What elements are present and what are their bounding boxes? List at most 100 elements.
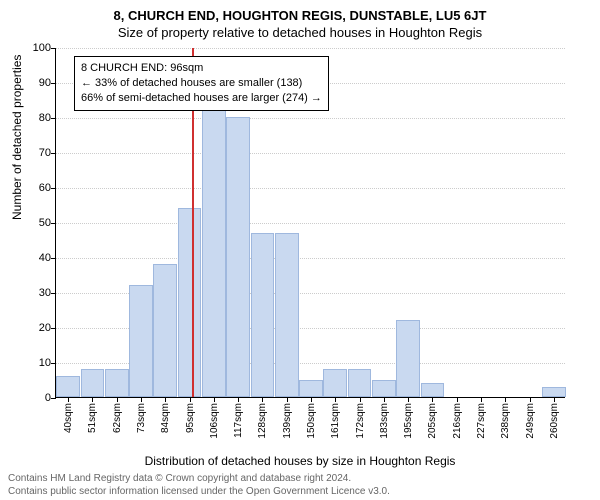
- footer-line: Contains public sector information licen…: [8, 486, 390, 499]
- bar: [178, 208, 202, 397]
- ytick-label: 90: [39, 77, 51, 89]
- xtick-label: 249sqm: [525, 403, 536, 439]
- gridline: [56, 48, 565, 49]
- gridline: [56, 188, 565, 189]
- bar: [251, 233, 275, 398]
- xtick-label: 139sqm: [282, 403, 293, 439]
- bar: [226, 117, 250, 397]
- gridline: [56, 258, 565, 259]
- xtick-mark: [432, 397, 433, 402]
- xtick-mark: [190, 397, 191, 402]
- xtick-label: 95sqm: [185, 403, 196, 433]
- ytick-mark: [51, 258, 56, 259]
- xtick-mark: [530, 397, 531, 402]
- ytick-mark: [51, 153, 56, 154]
- xtick-label: 227sqm: [476, 403, 487, 439]
- xtick-mark: [408, 397, 409, 402]
- xtick-label: 106sqm: [209, 403, 220, 439]
- xtick-label: 205sqm: [427, 403, 438, 439]
- xtick-mark: [505, 397, 506, 402]
- xtick-mark: [311, 397, 312, 402]
- gridline: [56, 223, 565, 224]
- xtick-label: 183sqm: [379, 403, 390, 439]
- page-subtitle: Size of property relative to detached ho…: [0, 23, 600, 40]
- plot-area: 010203040506070809010040sqm51sqm62sqm73s…: [55, 48, 565, 398]
- ytick-mark: [51, 118, 56, 119]
- ytick-label: 0: [45, 392, 51, 404]
- bar: [105, 369, 129, 397]
- page-title: 8, CHURCH END, HOUGHTON REGIS, DUNSTABLE…: [0, 0, 600, 23]
- ytick-mark: [51, 223, 56, 224]
- bar: [348, 369, 372, 397]
- xtick-mark: [214, 397, 215, 402]
- annotation-line: 66% of semi-detached houses are larger (…: [81, 91, 322, 106]
- ytick-label: 20: [39, 322, 51, 334]
- gridline: [56, 118, 565, 119]
- xtick-label: 195sqm: [403, 403, 414, 439]
- xtick-mark: [554, 397, 555, 402]
- xtick-label: 51sqm: [87, 403, 98, 433]
- ytick-mark: [51, 48, 56, 49]
- bar: [323, 369, 347, 397]
- bar: [56, 376, 80, 397]
- xtick-label: 216sqm: [452, 403, 463, 439]
- xtick-mark: [360, 397, 361, 402]
- xtick-label: 161sqm: [330, 403, 341, 439]
- bar: [202, 110, 226, 397]
- xtick-mark: [457, 397, 458, 402]
- ytick-label: 100: [33, 42, 51, 54]
- footer-attribution: Contains HM Land Registry data © Crown c…: [8, 473, 390, 498]
- gridline: [56, 153, 565, 154]
- footer-line: Contains HM Land Registry data © Crown c…: [8, 473, 390, 486]
- xtick-label: 150sqm: [306, 403, 317, 439]
- ytick-mark: [51, 188, 56, 189]
- ytick-mark: [51, 293, 56, 294]
- bar: [372, 380, 396, 398]
- annotation-box: 8 CHURCH END: 96sqm← 33% of detached hou…: [74, 56, 329, 111]
- ytick-mark: [51, 363, 56, 364]
- chart: 010203040506070809010040sqm51sqm62sqm73s…: [55, 48, 565, 398]
- ytick-label: 80: [39, 112, 51, 124]
- xtick-mark: [481, 397, 482, 402]
- ytick-label: 40: [39, 252, 51, 264]
- xtick-label: 128sqm: [257, 403, 268, 439]
- ytick-label: 50: [39, 217, 51, 229]
- ytick-mark: [51, 398, 56, 399]
- xtick-label: 73sqm: [136, 403, 147, 433]
- annotation-line: 8 CHURCH END: 96sqm: [81, 61, 322, 76]
- ytick-label: 70: [39, 147, 51, 159]
- xtick-mark: [117, 397, 118, 402]
- xtick-label: 62sqm: [112, 403, 123, 433]
- ytick-label: 10: [39, 357, 51, 369]
- xtick-mark: [68, 397, 69, 402]
- xtick-label: 172sqm: [355, 403, 366, 439]
- x-axis-label: Distribution of detached houses by size …: [0, 454, 600, 468]
- ytick-label: 30: [39, 287, 51, 299]
- annotation-line: ← 33% of detached houses are smaller (13…: [81, 76, 322, 91]
- xtick-mark: [141, 397, 142, 402]
- ytick-label: 60: [39, 182, 51, 194]
- ytick-mark: [51, 83, 56, 84]
- y-axis-label: Number of detached properties: [10, 55, 24, 220]
- xtick-label: 260sqm: [549, 403, 560, 439]
- xtick-label: 40sqm: [63, 403, 74, 433]
- xtick-mark: [92, 397, 93, 402]
- xtick-mark: [384, 397, 385, 402]
- bar: [81, 369, 105, 397]
- xtick-label: 238sqm: [500, 403, 511, 439]
- bar: [153, 264, 177, 397]
- xtick-label: 117sqm: [233, 403, 244, 438]
- xtick-mark: [287, 397, 288, 402]
- bar: [299, 380, 323, 398]
- xtick-mark: [165, 397, 166, 402]
- bar: [542, 387, 566, 398]
- bar: [129, 285, 153, 397]
- xtick-mark: [335, 397, 336, 402]
- xtick-label: 84sqm: [160, 403, 171, 433]
- ytick-mark: [51, 328, 56, 329]
- xtick-mark: [262, 397, 263, 402]
- bar: [396, 320, 420, 397]
- bar: [421, 383, 445, 397]
- xtick-mark: [238, 397, 239, 402]
- bar: [275, 233, 299, 398]
